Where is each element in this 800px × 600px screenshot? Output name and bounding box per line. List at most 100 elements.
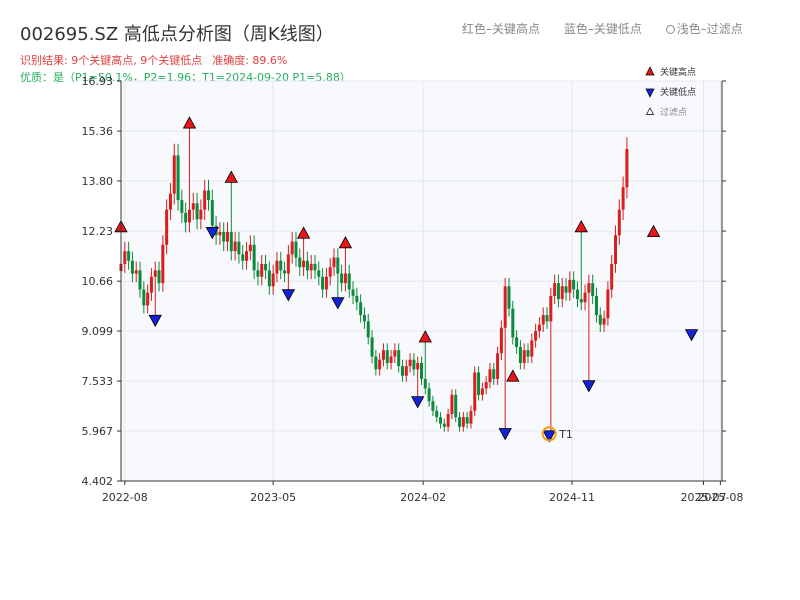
candle-body <box>317 270 321 277</box>
candle-body <box>195 203 199 220</box>
candle-body <box>309 263 313 271</box>
candle-body <box>560 286 564 300</box>
candle-body <box>324 276 328 290</box>
high-marker <box>506 369 520 382</box>
candle-body <box>168 193 172 210</box>
candle-body <box>381 350 385 360</box>
candle-body <box>431 401 435 411</box>
candle-body <box>271 273 275 287</box>
x-tick-label: 2025-07 <box>681 491 727 504</box>
circle-icon <box>665 25 675 34</box>
candle-body <box>343 273 347 284</box>
candle-body <box>298 257 302 268</box>
candle-body <box>206 190 210 201</box>
candle-body <box>199 209 203 220</box>
y-tick-label: 4.402 <box>82 475 114 488</box>
candle-body <box>477 372 481 395</box>
candle-body <box>465 417 469 424</box>
candle-body <box>397 350 401 367</box>
candle-body <box>256 270 260 277</box>
low-marker <box>582 380 596 393</box>
candle-body <box>393 350 397 357</box>
candle-body <box>245 251 249 261</box>
high-marker <box>224 170 238 183</box>
candle-body <box>180 200 184 213</box>
low-marker <box>205 227 219 240</box>
candle-body <box>123 251 127 264</box>
candle-body <box>480 388 484 395</box>
candle-body <box>564 286 568 293</box>
legend-blue-text: 蓝色–关键低点 <box>563 22 642 36</box>
candle-body <box>351 289 355 296</box>
candle-body <box>165 209 169 245</box>
high-marker <box>646 224 661 238</box>
x-tick-label: 2024-02 <box>400 491 446 504</box>
candle-body <box>184 212 188 223</box>
t1-circle <box>541 426 557 442</box>
candle-body <box>233 241 237 252</box>
candle-body <box>149 276 153 293</box>
candle-body <box>267 270 271 287</box>
legend-label: 关键高点 <box>660 66 696 78</box>
candle-body <box>515 337 519 347</box>
candle-body <box>507 286 511 309</box>
candle-body <box>602 318 606 325</box>
y-tick-label: 16.93 <box>82 75 114 88</box>
low-marker <box>331 297 345 310</box>
candle-body <box>458 417 462 427</box>
candle-body <box>496 353 500 379</box>
candle-body <box>336 257 340 274</box>
high-marker <box>338 235 353 249</box>
high-marker <box>182 116 197 129</box>
legend-red-text: 红色–关键高点 <box>462 22 541 36</box>
legend-filtered-text: 浅色–过滤点 <box>676 22 743 36</box>
candle-body <box>226 232 230 242</box>
candle-body <box>359 302 363 316</box>
candle-body <box>378 359 382 370</box>
candle-body <box>229 232 233 252</box>
candle-body <box>400 366 404 376</box>
candle-body <box>408 359 412 367</box>
candle-body <box>511 308 515 338</box>
candle-body <box>488 369 492 383</box>
candle-body <box>127 251 131 261</box>
candle-body <box>264 263 268 271</box>
candle-body <box>385 350 389 363</box>
candle-body <box>260 263 264 277</box>
candle-body <box>176 155 180 201</box>
legend-high-icon <box>645 66 655 76</box>
candle-body <box>423 378 427 389</box>
candle-body <box>362 315 366 322</box>
candle-body <box>499 327 503 354</box>
candle-body <box>252 244 256 271</box>
candle-body <box>374 356 378 370</box>
candle-body <box>450 394 454 415</box>
candle-body <box>591 283 595 296</box>
candle-body <box>541 315 545 325</box>
candle-body <box>172 155 176 194</box>
candle-body <box>389 356 393 363</box>
candle-body <box>610 263 614 290</box>
candle-body <box>530 340 534 357</box>
candle-body <box>191 203 195 210</box>
candle-body <box>606 289 610 319</box>
high-marker <box>418 330 432 343</box>
candle-body <box>134 270 138 274</box>
candle-body <box>518 346 522 363</box>
candle-body <box>146 292 150 306</box>
candle-body <box>621 187 625 210</box>
candle-body <box>302 260 306 268</box>
candle-body <box>241 254 245 261</box>
candle-body <box>328 267 332 277</box>
candle-body <box>404 366 408 376</box>
markers <box>114 116 699 443</box>
candle-body <box>321 276 325 290</box>
candle-body <box>187 209 191 223</box>
high-marker <box>574 219 588 233</box>
candle-body <box>420 362 423 379</box>
low-marker <box>684 329 699 342</box>
candle-body <box>625 149 629 188</box>
result-line: 识别结果: 9个关键高点, 9个关键低点 准确度: 89.6% <box>20 52 287 68</box>
